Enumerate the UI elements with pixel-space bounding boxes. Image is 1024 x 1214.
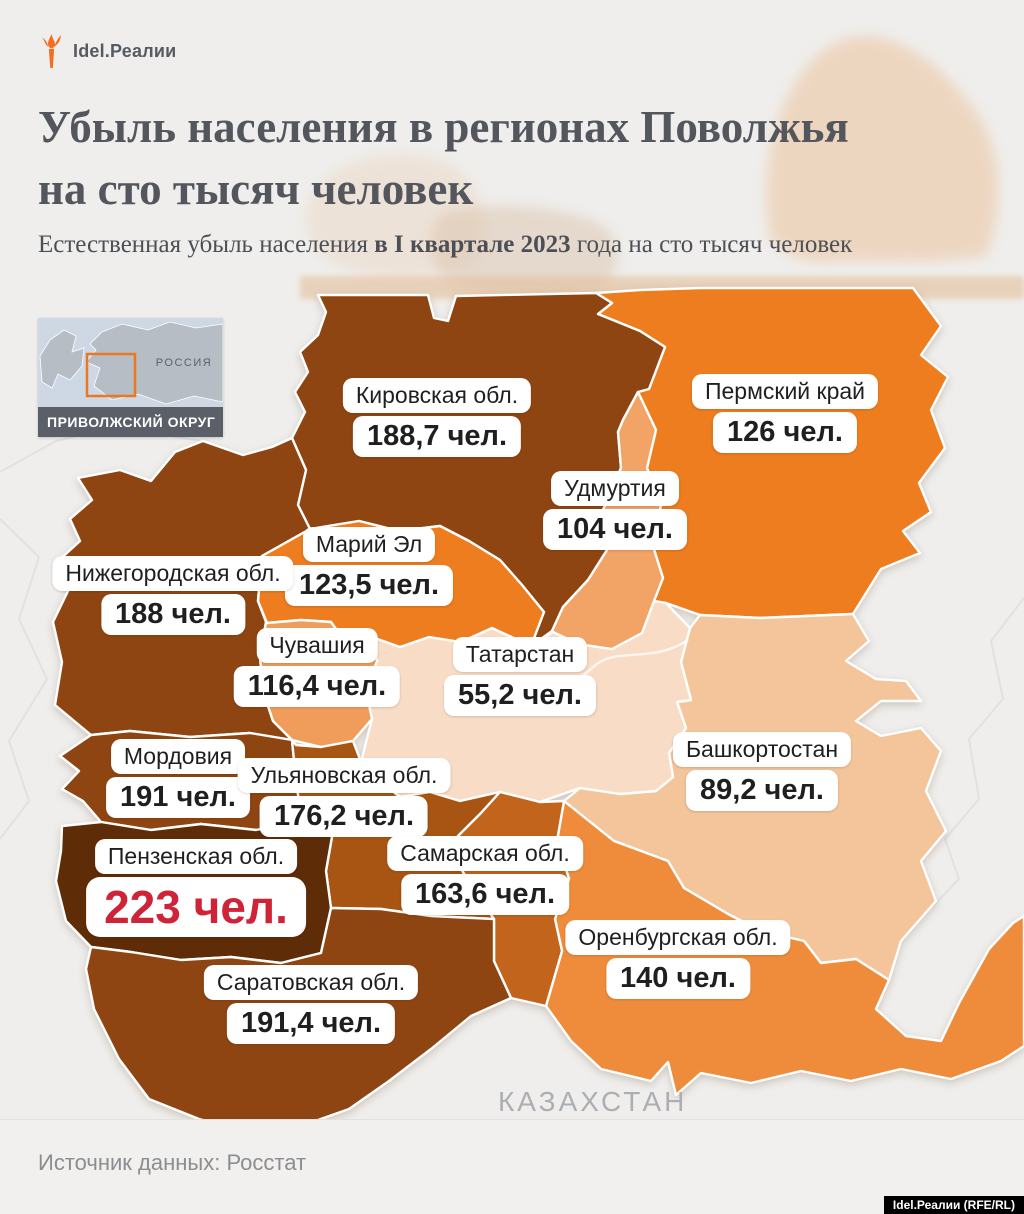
region-value: 191,4 чел. (226, 1003, 396, 1044)
label-saratovskaya-obl: Саратовская обл. 191,4 чел. (203, 965, 419, 1044)
label-chuvashia: Чувашия 116,4 чел. (233, 628, 401, 707)
label-nizhegorodskaya-obl: Нижегородская обл. 188 чел. (52, 556, 294, 635)
region-value: 89,2 чел. (686, 770, 838, 811)
subtitle-suffix: года на сто тысяч человек (570, 231, 853, 258)
region-value: 191 чел. (106, 777, 250, 818)
label-samarskaya-obl: Самарская обл. 163,6 чел. (387, 836, 583, 915)
data-source-note: Источник данных: Росстат (38, 1150, 307, 1175)
label-bashkortostan: Башкортостан 89,2 чел. (672, 732, 852, 811)
page-subtitle: Естественная убыль населения в I квартал… (38, 231, 988, 259)
region-value: 163,6 чел. (400, 874, 570, 915)
region-value: 104 чел. (543, 509, 687, 550)
region-name: Чувашия (256, 628, 378, 663)
logo: Idel.Реалии (38, 34, 176, 68)
region-value-highlight: 223 чел. (86, 877, 306, 937)
region-name: Нижегородская обл. (52, 556, 294, 591)
inset-district-label: ПРИВОЛЖСКИЙ ОКРУГ (47, 413, 215, 430)
title-line-2: на сто тысяч человек (38, 164, 474, 214)
region-value: 126 чел. (713, 412, 857, 453)
label-tatarstan: Татарстан 55,2 чел. (444, 637, 596, 716)
region-value: 176,2 чел. (259, 796, 429, 837)
logo-text: Idel.Реалии (73, 40, 177, 61)
faded-blob-center (430, 205, 618, 299)
region-name: Татарстан (452, 637, 588, 672)
label-mariy-el: Марий Эл 123,5 чел. (284, 527, 454, 606)
kazakhstan-label: КАЗАХСТАН (498, 1086, 688, 1117)
credit-badge: Idel.Реалии (RFE/RL) (883, 1196, 1024, 1214)
inset-country-label: РОССИЯ (156, 357, 212, 369)
region-name: Мордовия (110, 739, 246, 774)
inset-russia-landmass (85, 321, 223, 405)
subtitle-bold: в I квартале 2023 (374, 231, 571, 258)
label-permsky-krai: Пермский край 126 чел. (691, 374, 879, 453)
label-penzenskaya-obl: Пензенская обл. 223 чел. (86, 839, 306, 937)
label-udmurtia: Удмуртия 104 чел. (543, 471, 687, 550)
kazakhstan-border-line (932, 597, 1024, 907)
region-name: Самарская обл. (387, 836, 583, 871)
label-ulyanovskaya-obl: Ульяновская обл. 176,2 чел. (237, 758, 451, 837)
region-name: Саратовская обл. (203, 965, 419, 1000)
label-mordovia: Мордовия 191 чел. (106, 739, 250, 818)
region-name: Пензенская обл. (94, 839, 298, 874)
region-name: Удмуртия (551, 471, 679, 506)
subtitle-prefix: Естественная убыль населения (38, 231, 375, 258)
label-kirovskaya-obl: Кировская обл. 188,7 чел. (342, 378, 532, 457)
region-name: Башкортостан (672, 732, 852, 767)
russia-inset-map: РОССИЯ ПРИВОЛЖСКИЙ ОКРУГ (38, 318, 223, 437)
region-value: 116,4 чел. (233, 666, 401, 707)
region-name: Ульяновская обл. (237, 758, 451, 793)
region-value: 140 чел. (606, 958, 750, 999)
page-title: Убыль населения в регионах Поволжья на с… (38, 96, 988, 220)
region-name: Пермский край (691, 374, 879, 409)
title-line-1: Убыль населения в регионах Поволжья (38, 102, 849, 152)
region-value: 188,7 чел. (352, 416, 522, 457)
region-name: Кировская обл. (342, 378, 532, 413)
label-orenburgskaya-obl: Оренбургская обл. 140 чел. (565, 920, 791, 999)
region-name: Марий Эл (302, 527, 436, 562)
region-value: 188 чел. (101, 594, 245, 635)
inset-highlight-frame (85, 352, 137, 398)
region-value: 55,2 чел. (444, 675, 596, 716)
faded-background-shapes (300, 35, 1024, 299)
region-value: 123,5 чел. (284, 565, 454, 606)
footer: Источник данных: Росстат Idel.Реалии (RF… (0, 1119, 1024, 1214)
faded-blob-topright (766, 35, 999, 263)
west-border-line (0, 518, 49, 840)
inset-scandinavia (39, 329, 85, 389)
torch-icon (41, 34, 62, 68)
region-name: Оренбургская обл. (565, 920, 791, 955)
inset-caption-bar (38, 407, 223, 437)
